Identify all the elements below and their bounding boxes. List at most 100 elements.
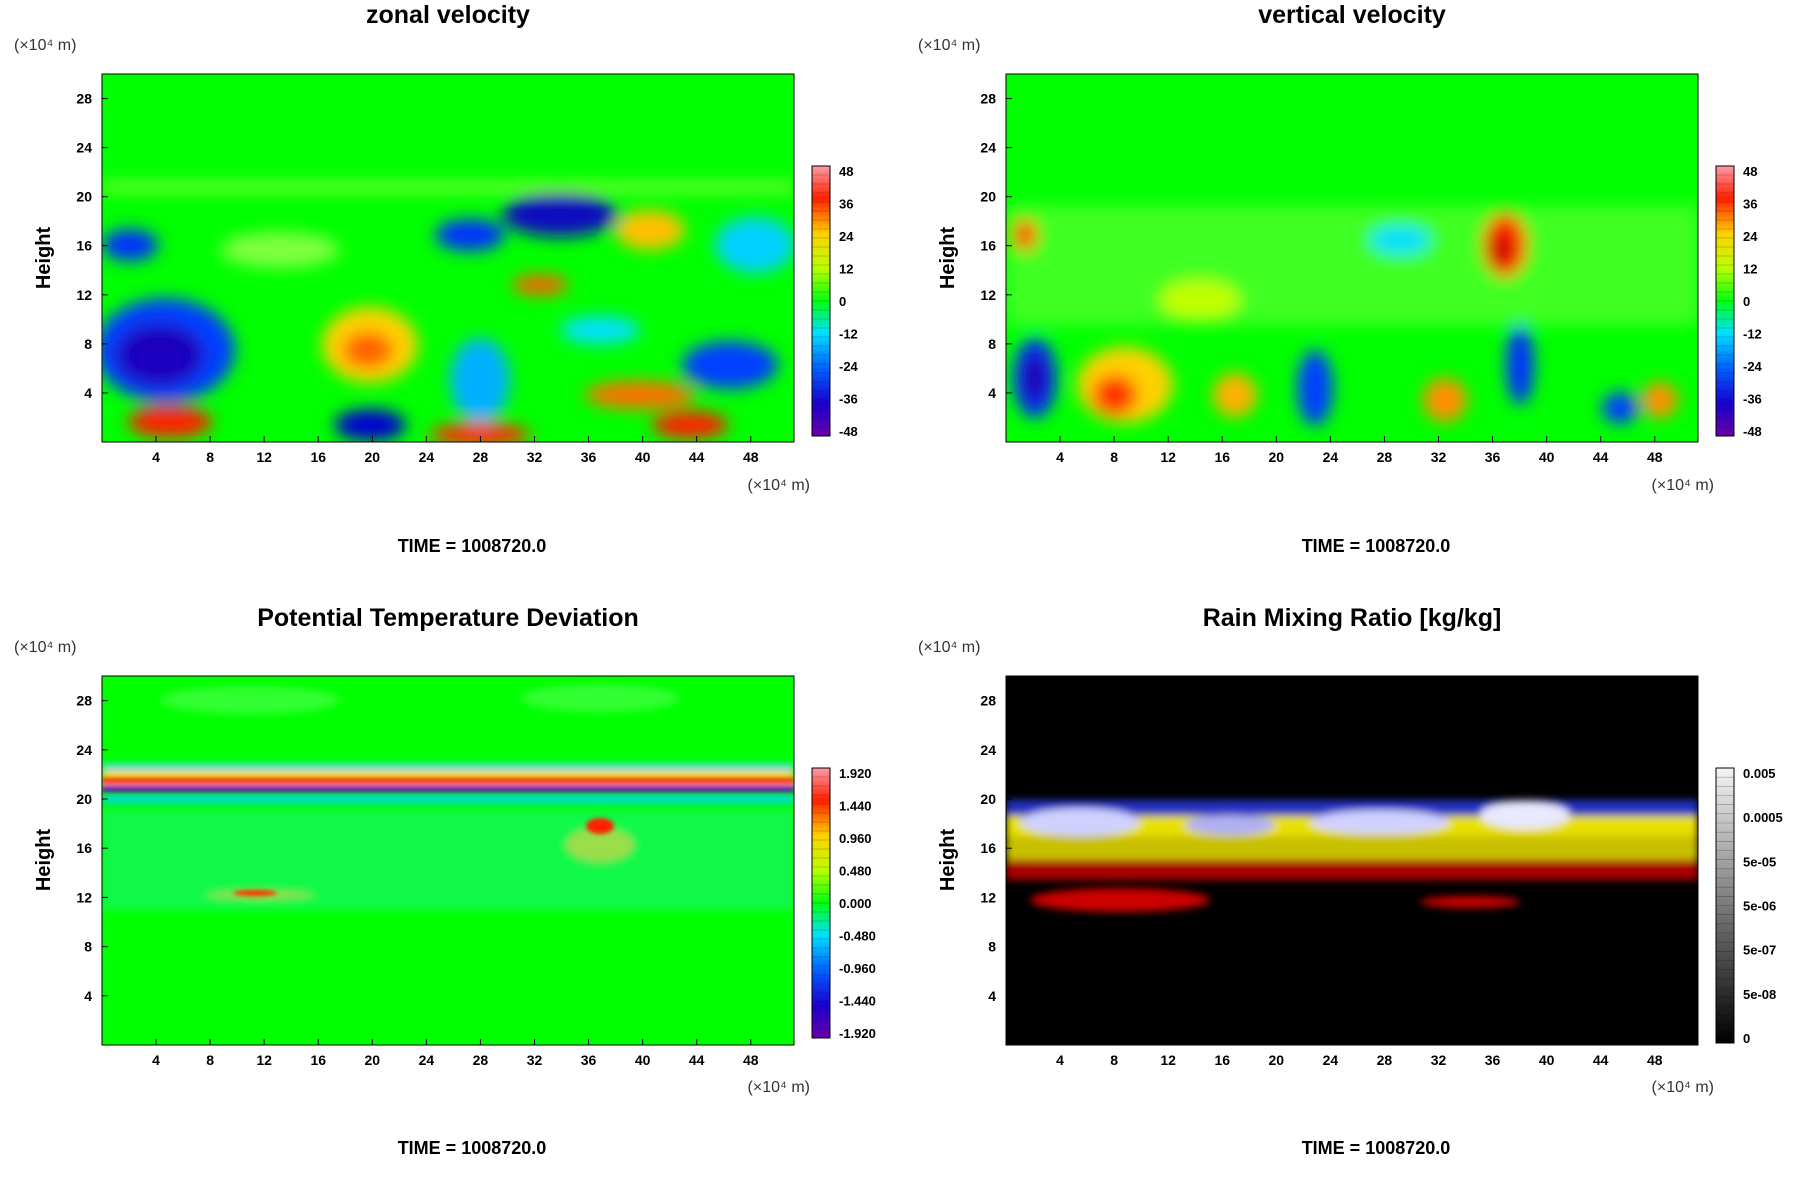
x-unit-label: (×10⁴ m)	[748, 1079, 810, 1096]
y-tick-label: 24	[76, 742, 92, 758]
x-tick-label: 24	[1323, 449, 1339, 465]
colorbar-label: -0.960	[839, 961, 876, 976]
colorbar-label: -36	[839, 392, 858, 407]
colorbar-label: 36	[1743, 197, 1757, 212]
y-axis-label: Height	[937, 829, 959, 892]
y-tick-label: 28	[76, 693, 92, 709]
y-tick-label: 24	[980, 742, 996, 758]
colorbar-label: 48	[1743, 164, 1757, 179]
x-tick-label: 36	[581, 449, 597, 465]
x-tick-label: 40	[1539, 449, 1555, 465]
colorbar-label: 1.920	[839, 766, 872, 781]
colorbar-label: -36	[1743, 392, 1762, 407]
y-axis-label: Height	[33, 829, 55, 892]
plot-frame	[101, 675, 795, 1046]
y-tick-label: 12	[76, 287, 92, 303]
colorbar-label: 24	[839, 229, 854, 244]
y-tick-label: 16	[980, 238, 996, 254]
y-tick-label: 24	[76, 140, 92, 156]
chart-title: zonal velocity	[366, 1, 530, 29]
x-tick-label: 4	[152, 1052, 160, 1068]
x-tick-label: 20	[1269, 1052, 1285, 1068]
x-tick-label: 8	[206, 449, 214, 465]
y-tick-label: 16	[76, 840, 92, 856]
plot-frame	[1005, 675, 1699, 1046]
x-tick-label: 40	[635, 449, 651, 465]
y-unit-label: (×10⁴ m)	[14, 37, 76, 54]
x-unit-label: (×10⁴ m)	[748, 477, 810, 494]
y-unit-label: (×10⁴ m)	[14, 639, 76, 656]
x-tick-label: 12	[1160, 449, 1176, 465]
y-tick-label: 4	[84, 385, 92, 401]
y-tick-label: 4	[84, 988, 92, 1004]
colorbar-swatch	[811, 767, 831, 1039]
x-tick-label: 40	[1539, 1052, 1555, 1068]
colorbar-label: 5e-05	[1743, 854, 1776, 869]
y-tick-label: 16	[76, 238, 92, 254]
y-unit-label: (×10⁴ m)	[918, 37, 980, 54]
y-tick-label: 16	[980, 840, 996, 856]
y-tick-label: 8	[84, 336, 92, 352]
colorbar-label: -0.480	[839, 929, 876, 944]
x-tick-label: 20	[365, 449, 381, 465]
x-tick-label: 20	[365, 1052, 381, 1068]
panel-potential-temperature: Potential Temperature Deviation (×10⁴ m)	[14, 604, 876, 1158]
y-tick-label: 28	[980, 693, 996, 709]
colorbar-label: 0.000	[839, 896, 872, 911]
x-tick-label: 44	[1593, 1052, 1609, 1068]
x-tick-label: 32	[1431, 449, 1447, 465]
colorbar-label: 0	[1743, 294, 1750, 309]
x-tick-label: 16	[1214, 1052, 1230, 1068]
colorbar-label: 5e-06	[1743, 899, 1776, 914]
colorbar-label: -24	[839, 359, 859, 374]
y-tick-label: 12	[76, 889, 92, 905]
colorbar-swatch	[1715, 165, 1735, 437]
colorbar-swatch	[1715, 767, 1735, 1044]
x-tick-label: 28	[1377, 449, 1393, 465]
time-label: TIME = 1008720.0	[398, 1138, 547, 1158]
x-tick-label: 12	[256, 449, 272, 465]
x-tick-label: 4	[1056, 1052, 1064, 1068]
x-tick-label: 28	[473, 1052, 489, 1068]
y-tick-label: 12	[980, 889, 996, 905]
x-tick-label: 20	[1269, 449, 1285, 465]
colorbar-label: 12	[1743, 262, 1757, 277]
time-label: TIME = 1008720.0	[398, 536, 547, 556]
chart-title: vertical velocity	[1258, 1, 1446, 29]
y-tick-label: 8	[988, 939, 996, 955]
x-tick-label: 48	[743, 1052, 759, 1068]
y-tick-label: 24	[980, 140, 996, 156]
x-tick-label: 32	[527, 449, 543, 465]
y-tick-label: 20	[980, 791, 996, 807]
colorbar-label: -24	[1743, 359, 1763, 374]
y-tick-label: 8	[988, 336, 996, 352]
colorbar: 48 36 24 12 0 -12 -24 -36 -48	[811, 164, 859, 439]
x-tick-label: 16	[1214, 449, 1230, 465]
x-tick-label: 12	[256, 1052, 272, 1068]
plot-frame	[1005, 73, 1699, 443]
colorbar-label: 5e-08	[1743, 987, 1776, 1002]
x-tick-label: 36	[1485, 1052, 1501, 1068]
x-tick-label: 44	[1593, 449, 1609, 465]
x-tick-label: 16	[310, 449, 326, 465]
x-tick-label: 36	[581, 1052, 597, 1068]
x-tick-label: 44	[689, 449, 705, 465]
colorbar-swatch	[811, 165, 831, 437]
panel-rain-mixing-ratio: Rain Mixing Ratio [kg/kg] (×10⁴ m) 4 8 12 1…	[918, 604, 1783, 1158]
y-tick-label: 4	[988, 988, 996, 1004]
chart-title: Potential Temperature Deviation	[257, 604, 639, 632]
x-unit-label: (×10⁴ m)	[1652, 1079, 1714, 1096]
y-tick-label: 20	[980, 189, 996, 205]
x-tick-label: 28	[473, 449, 489, 465]
chart-title: Rain Mixing Ratio [kg/kg]	[1203, 604, 1502, 632]
colorbar-label: 0.0005	[1743, 810, 1783, 825]
x-tick-label: 8	[1110, 1052, 1118, 1068]
y-tick-label: 8	[84, 939, 92, 955]
y-tick-label: 4	[988, 385, 996, 401]
y-tick-label: 12	[980, 287, 996, 303]
colorbar-label: 0	[1743, 1031, 1750, 1046]
x-tick-label: 44	[689, 1052, 705, 1068]
colorbar: 48 36 24 12 0 -12 -24 -36 -48	[1715, 164, 1763, 439]
